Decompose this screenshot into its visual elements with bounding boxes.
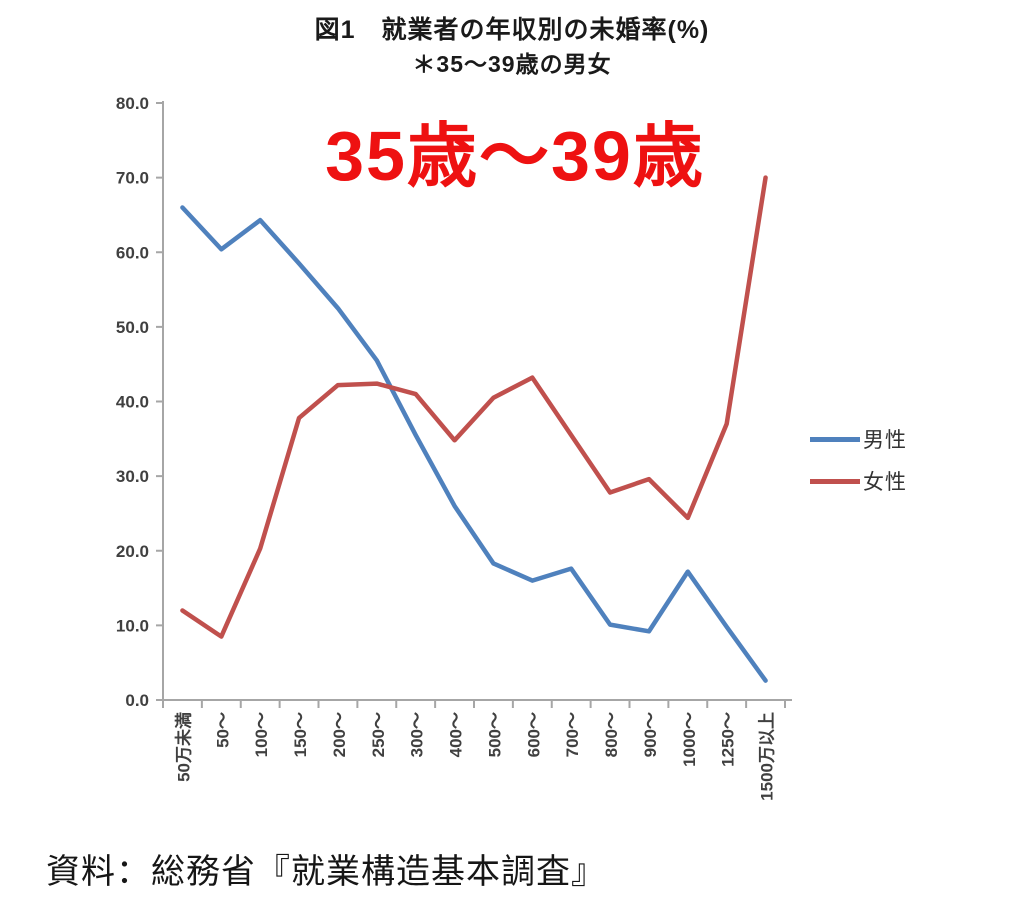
source-note: 資料：総務省『就業構造基本調査』 bbox=[46, 853, 606, 891]
svg-text:40.0: 40.0 bbox=[116, 393, 149, 412]
svg-text:1500万以上: 1500万以上 bbox=[758, 712, 777, 801]
svg-text:250〜: 250〜 bbox=[369, 712, 388, 757]
svg-text:0.0: 0.0 bbox=[125, 691, 149, 710]
svg-text:100〜: 100〜 bbox=[252, 712, 271, 757]
legend-label-male: 男性 bbox=[863, 429, 907, 452]
legend-item-female: 女性 bbox=[810, 468, 907, 494]
svg-text:1250〜: 1250〜 bbox=[719, 712, 738, 767]
svg-text:10.0: 10.0 bbox=[116, 616, 149, 635]
svg-text:700〜: 700〜 bbox=[563, 712, 582, 757]
male-series-line bbox=[180, 205, 768, 683]
svg-text:80.0: 80.0 bbox=[116, 94, 149, 113]
svg-text:150〜: 150〜 bbox=[291, 712, 310, 757]
legend-item-male: 男性 bbox=[810, 426, 907, 452]
svg-text:800〜: 800〜 bbox=[602, 712, 621, 757]
female-series-line bbox=[180, 175, 768, 639]
age-range-annotation: 35歳〜39歳 bbox=[325, 117, 705, 195]
male-line-swatch bbox=[810, 436, 860, 442]
svg-text:50.0: 50.0 bbox=[116, 318, 149, 337]
svg-text:50〜: 50〜 bbox=[213, 712, 232, 748]
svg-text:900〜: 900〜 bbox=[641, 712, 660, 757]
svg-text:1000〜: 1000〜 bbox=[680, 712, 699, 767]
legend: 男性 女性 bbox=[810, 426, 907, 510]
svg-text:20.0: 20.0 bbox=[116, 542, 149, 561]
legend-label-female: 女性 bbox=[863, 471, 907, 494]
svg-text:70.0: 70.0 bbox=[116, 169, 149, 188]
svg-text:30.0: 30.0 bbox=[116, 467, 149, 486]
svg-text:50万未満: 50万未満 bbox=[173, 712, 193, 782]
x-axis: 50万未満 50〜 100〜 150〜 200〜 250〜 300〜 400〜 500〜 600〜… bbox=[162, 699, 792, 801]
chart-title: 図1 就業者の年収別の未婚率(%) bbox=[314, 16, 710, 44]
svg-text:500〜: 500〜 bbox=[485, 712, 504, 757]
female-line-swatch bbox=[810, 478, 860, 484]
y-axis: 0.0 10.0 20.0 30.0 40.0 50.0 60.0 70.0 80.0 bbox=[116, 94, 164, 710]
svg-text:300〜: 300〜 bbox=[408, 712, 427, 757]
svg-text:200〜: 200〜 bbox=[330, 712, 349, 757]
svg-text:600〜: 600〜 bbox=[524, 712, 543, 757]
svg-text:60.0: 60.0 bbox=[116, 243, 149, 262]
chart-subtitle: ＊35〜39歳の男女 bbox=[412, 51, 612, 77]
svg-text:400〜: 400〜 bbox=[447, 712, 466, 757]
